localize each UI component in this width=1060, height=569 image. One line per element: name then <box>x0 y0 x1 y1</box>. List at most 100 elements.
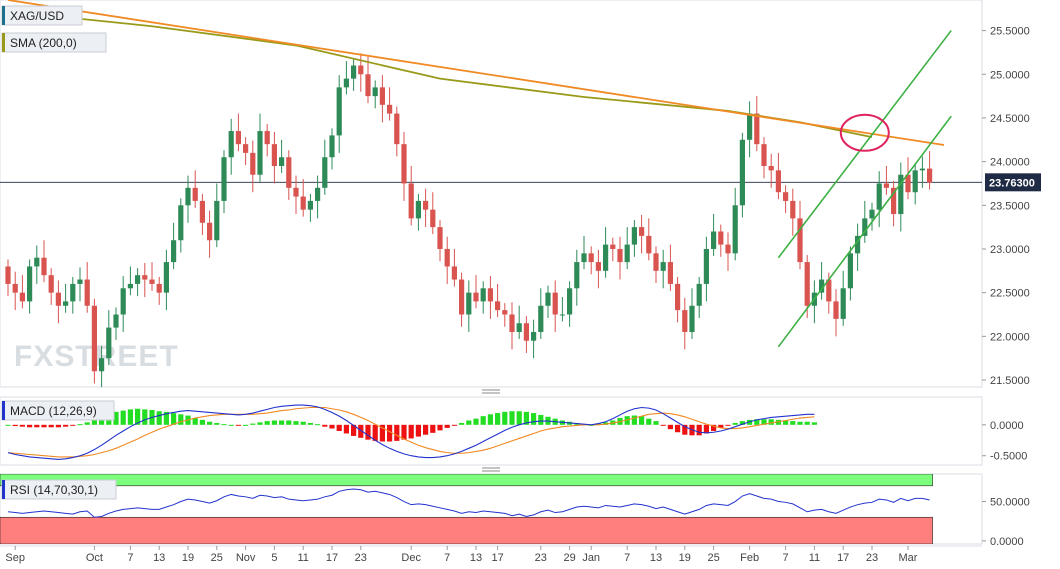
x-tick-label: Mar <box>899 552 918 564</box>
highlight-ellipse <box>839 113 890 152</box>
x-tick-label: Sep <box>5 552 25 564</box>
macd-histogram-bar <box>415 424 421 437</box>
y-tick-label: 0.0000 <box>990 536 1024 548</box>
candle <box>840 270 846 326</box>
candle-body <box>423 200 429 210</box>
legend-macd[interactable]: MACD (12,26,9) <box>1 400 115 421</box>
candle-body <box>862 218 868 236</box>
candle <box>725 232 731 271</box>
candle <box>163 249 169 311</box>
candle-body <box>99 358 105 372</box>
candle-body <box>480 288 486 302</box>
candle-body <box>689 305 695 332</box>
candle <box>387 87 393 121</box>
candle-body <box>149 279 155 284</box>
candle-body <box>199 200 205 223</box>
candle <box>178 198 184 253</box>
y-tick-label: 24.5000 <box>990 113 1030 125</box>
candle <box>106 310 112 366</box>
macd-histogram-bar <box>163 411 169 425</box>
candle <box>631 220 637 257</box>
candle-body <box>588 253 594 263</box>
macd-histogram-bar <box>156 411 162 425</box>
candle-body <box>667 262 673 284</box>
macd-histogram-bar <box>631 415 637 425</box>
candle-body <box>775 170 781 193</box>
macd-histogram-bar <box>343 424 349 434</box>
channel-lower-line <box>777 115 952 348</box>
candle-body <box>617 248 623 263</box>
macd-histogram-bar <box>811 422 817 425</box>
candle-body <box>408 183 414 219</box>
candle <box>667 244 673 291</box>
candle-body <box>365 74 371 97</box>
candle <box>271 131 277 184</box>
candle-body <box>178 205 184 241</box>
candle-body <box>610 244 616 249</box>
macd-histogram-bar <box>279 420 285 425</box>
downtrend-line <box>7 0 945 146</box>
legend-rsi[interactable]: RSI (14,70,30,1) <box>1 479 117 500</box>
pane-resize-handle[interactable] <box>482 467 500 472</box>
legend-xagusd[interactable]: XAG/USD <box>1 5 83 26</box>
macd-histogram-bar <box>199 419 205 425</box>
candle-body <box>106 327 112 359</box>
candle <box>192 170 198 208</box>
candle-body <box>545 292 551 306</box>
macd-histogram-bar <box>696 424 702 436</box>
candle <box>91 298 97 384</box>
pane-resize-handle[interactable] <box>482 389 500 394</box>
candle-body <box>826 279 832 302</box>
candle <box>696 276 702 318</box>
candle-body <box>372 87 378 97</box>
macd-histogram-bar <box>293 421 299 425</box>
candle-body <box>912 170 918 193</box>
candle <box>847 246 853 301</box>
candle <box>819 262 825 300</box>
candle <box>869 202 875 231</box>
candle <box>430 192 436 235</box>
candle-body <box>415 200 421 219</box>
x-tick-label: 17 <box>326 552 338 564</box>
macd-histogram-bar <box>48 424 54 428</box>
candle-body <box>509 314 515 332</box>
candle <box>437 220 443 262</box>
macd-histogram-bar <box>207 421 213 425</box>
candle <box>797 200 803 270</box>
candle <box>768 153 774 188</box>
candle <box>833 289 839 337</box>
y-tick-label: 24.0000 <box>990 157 1030 169</box>
candle-body <box>55 292 61 306</box>
candle-body <box>718 231 724 245</box>
macd-histogram-bar <box>27 424 33 428</box>
candle-body <box>732 205 738 254</box>
candle-body <box>243 144 249 153</box>
main-pane[interactable] <box>0 0 983 388</box>
legend-label: RSI (14,70,30,1) <box>10 483 98 497</box>
candle-body <box>358 65 364 75</box>
macd-histogram-bar <box>387 424 393 442</box>
x-tick-label: 5 <box>271 552 277 564</box>
macd-histogram-bar <box>372 424 378 441</box>
candle <box>603 227 609 278</box>
candle <box>711 214 717 256</box>
macd-histogram-bar <box>646 418 652 425</box>
macd-histogram-bar <box>34 424 40 428</box>
x-tick-label: 19 <box>679 552 691 564</box>
legend-sma[interactable]: SMA (200,0) <box>1 32 107 53</box>
macd-pane[interactable] <box>0 396 983 466</box>
candle <box>574 249 580 306</box>
candle-body <box>19 292 25 302</box>
macd-histogram-bar <box>379 424 385 442</box>
macd-line <box>7 404 815 460</box>
candle-body <box>646 235 652 254</box>
candle <box>689 288 695 339</box>
macd-histogram-bar <box>603 422 609 425</box>
x-tick-label: 23 <box>866 552 878 564</box>
candle-body <box>120 288 126 315</box>
candle-body <box>876 183 882 210</box>
candle <box>552 280 558 332</box>
candle-body <box>639 227 645 236</box>
candle-body <box>293 187 299 197</box>
candle <box>473 275 479 309</box>
